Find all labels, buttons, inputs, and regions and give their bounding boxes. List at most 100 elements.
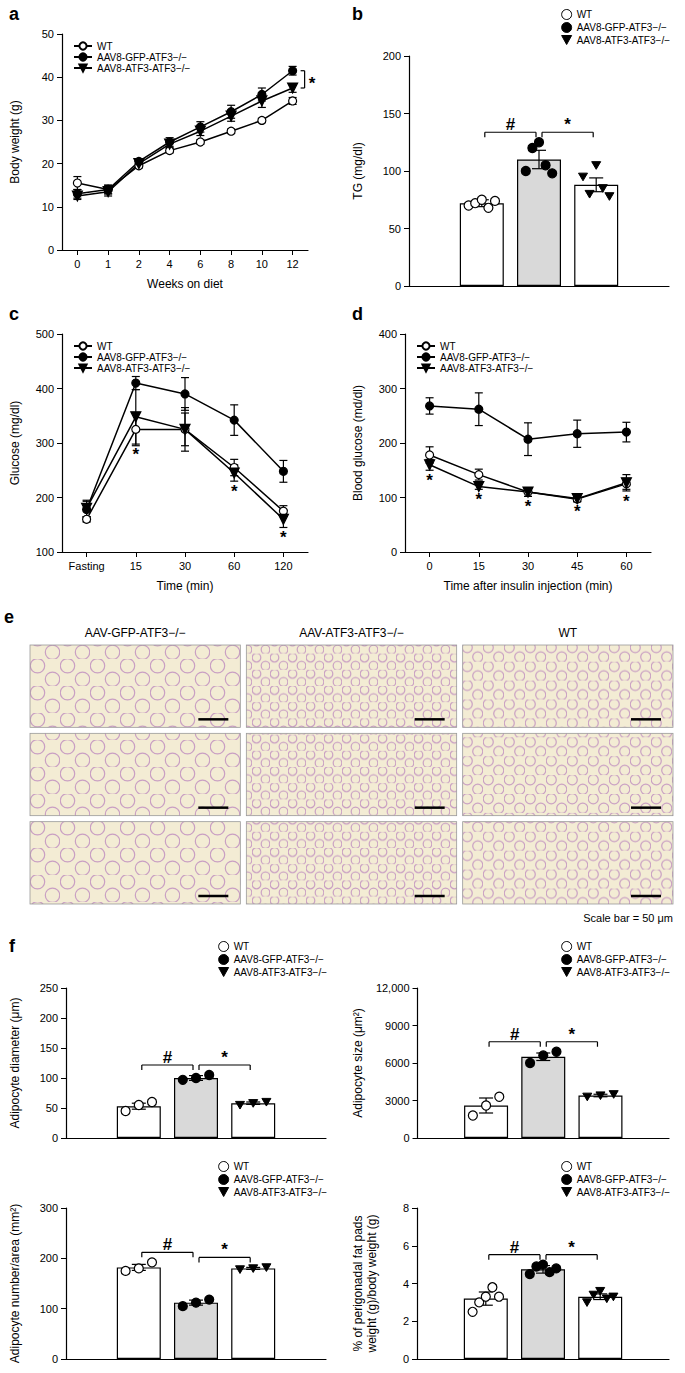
svg-text:250: 250 xyxy=(40,982,58,994)
svg-text:Adipocyte number/area (mm²): Adipocyte number/area (mm²) xyxy=(8,1204,22,1363)
svg-text:AAV8-GFP-ATF3−/−: AAV8-GFP-ATF3−/− xyxy=(577,22,667,33)
svg-text:0: 0 xyxy=(74,258,80,270)
svg-text:Blood glucose (md/dl): Blood glucose (md/dl) xyxy=(351,385,365,501)
svg-text:b: b xyxy=(352,4,363,24)
svg-text:*: * xyxy=(475,490,482,509)
svg-text:200: 200 xyxy=(40,1012,58,1024)
svg-text:9000: 9000 xyxy=(385,1020,409,1032)
svg-text:4: 4 xyxy=(167,258,173,270)
svg-text:c: c xyxy=(9,304,19,324)
svg-text:100: 100 xyxy=(40,1072,58,1084)
svg-text:*: * xyxy=(280,528,287,547)
svg-text:Scale bar = 50 μm: Scale bar = 50 μm xyxy=(583,912,673,924)
svg-text:200: 200 xyxy=(379,437,397,449)
svg-text:AAV8-GFP-ATF3−/−: AAV8-GFP-ATF3−/− xyxy=(97,52,187,63)
svg-text:WT: WT xyxy=(559,626,578,640)
svg-text:10: 10 xyxy=(42,201,54,213)
svg-text:50: 50 xyxy=(42,28,54,40)
svg-text:1: 1 xyxy=(105,258,111,270)
svg-text:#: # xyxy=(163,1048,173,1067)
svg-text:% of perigonadal fat pads: % of perigonadal fat pads xyxy=(351,1215,365,1351)
svg-text:40: 40 xyxy=(42,71,54,83)
svg-text:2: 2 xyxy=(136,258,142,270)
svg-text:AAV8-ATF3-ATF3−/−: AAV8-ATF3-ATF3−/− xyxy=(97,363,191,374)
svg-text:WT: WT xyxy=(577,1161,593,1172)
svg-text:AAV-GFP-ATF3−/−: AAV-GFP-ATF3−/− xyxy=(85,626,186,640)
svg-text:6: 6 xyxy=(403,1240,409,1252)
svg-text:Weeks on diet: Weeks on diet xyxy=(147,277,223,291)
svg-text:WT: WT xyxy=(440,341,456,352)
svg-text:#: # xyxy=(510,1025,520,1044)
svg-text:200: 200 xyxy=(383,50,401,62)
svg-text:d: d xyxy=(352,304,363,324)
svg-text:20: 20 xyxy=(42,158,54,170)
svg-text:0: 0 xyxy=(48,244,54,256)
svg-text:WT: WT xyxy=(577,9,593,20)
svg-text:Time (min): Time (min) xyxy=(157,579,214,593)
svg-text:45: 45 xyxy=(571,560,583,572)
svg-text:AAV8-GFP-ATF3−/−: AAV8-GFP-ATF3−/− xyxy=(440,352,530,363)
svg-text:500: 500 xyxy=(36,328,54,340)
svg-text:AAV8-GFP-ATF3−/−: AAV8-GFP-ATF3−/− xyxy=(577,1174,667,1185)
svg-text:0: 0 xyxy=(52,1132,58,1144)
svg-text:AAV8-ATF3-ATF3−/−: AAV8-ATF3-ATF3−/− xyxy=(577,1187,671,1198)
svg-text:*: * xyxy=(231,482,238,501)
svg-text:400: 400 xyxy=(379,328,397,340)
svg-text:15: 15 xyxy=(130,560,142,572)
svg-text:*: * xyxy=(574,502,581,521)
svg-text:*: * xyxy=(525,497,532,516)
svg-text:200: 200 xyxy=(40,1252,58,1264)
svg-text:*: * xyxy=(309,74,316,93)
svg-text:12: 12 xyxy=(287,258,299,270)
svg-text:WT: WT xyxy=(234,1161,250,1172)
svg-text:0: 0 xyxy=(391,546,397,558)
svg-text:WT: WT xyxy=(577,941,593,952)
svg-text:150: 150 xyxy=(40,1042,58,1054)
svg-text:0: 0 xyxy=(52,1353,58,1365)
svg-text:AAV8-ATF3-ATF3−/−: AAV8-ATF3-ATF3−/− xyxy=(234,967,328,978)
svg-text:WT: WT xyxy=(97,41,113,52)
svg-text:30: 30 xyxy=(522,560,534,572)
svg-text:Adipocyte size (μm²): Adipocyte size (μm²) xyxy=(351,1008,365,1118)
svg-text:200: 200 xyxy=(36,492,54,504)
svg-text:AAV8-GFP-ATF3−/−: AAV8-GFP-ATF3−/− xyxy=(97,352,187,363)
svg-text:60: 60 xyxy=(620,560,632,572)
svg-text:AAV8-ATF3-ATF3−/−: AAV8-ATF3-ATF3−/− xyxy=(97,63,191,74)
svg-text:*: * xyxy=(623,492,630,511)
svg-text:400: 400 xyxy=(36,383,54,395)
svg-text:AAV8-GFP-ATF3−/−: AAV8-GFP-ATF3−/− xyxy=(234,1174,324,1185)
svg-text:Time after insulin injection (: Time after insulin injection (min) xyxy=(444,579,613,593)
svg-text:8: 8 xyxy=(403,1202,409,1214)
svg-text:*: * xyxy=(132,445,139,464)
svg-text:8: 8 xyxy=(228,258,234,270)
svg-text:6000: 6000 xyxy=(385,1057,409,1069)
svg-text:Adipocyte diameter (μm): Adipocyte diameter (μm) xyxy=(8,998,22,1129)
svg-text:0: 0 xyxy=(395,280,401,292)
svg-text:AAV-ATF3-ATF3−/−: AAV-ATF3-ATF3−/− xyxy=(299,626,404,640)
svg-text:AAV8-ATF3-ATF3−/−: AAV8-ATF3-ATF3−/− xyxy=(440,363,534,374)
svg-text:a: a xyxy=(9,4,20,24)
svg-text:100: 100 xyxy=(379,492,397,504)
svg-text:AAV8-GFP-ATF3−/−: AAV8-GFP-ATF3−/− xyxy=(234,954,324,965)
svg-text:50: 50 xyxy=(389,223,401,235)
svg-text:#: # xyxy=(510,1238,520,1257)
svg-text:30: 30 xyxy=(42,114,54,126)
svg-text:100: 100 xyxy=(40,1303,58,1315)
svg-text:#: # xyxy=(506,115,516,134)
svg-text:e: e xyxy=(4,607,14,627)
svg-text:weight (g)/body weight (g): weight (g)/body weight (g) xyxy=(365,1214,379,1353)
svg-text:*: * xyxy=(221,1048,228,1067)
svg-text:30: 30 xyxy=(179,560,191,572)
svg-text:AAV8-GFP-ATF3−/−: AAV8-GFP-ATF3−/− xyxy=(577,954,667,965)
svg-text:6: 6 xyxy=(197,258,203,270)
svg-text:#: # xyxy=(163,1235,173,1254)
svg-text:15: 15 xyxy=(473,560,485,572)
svg-text:Body weight (g): Body weight (g) xyxy=(8,100,22,183)
svg-text:10: 10 xyxy=(256,258,268,270)
svg-text:*: * xyxy=(426,471,433,490)
svg-text:0: 0 xyxy=(403,1353,409,1365)
svg-text:WT: WT xyxy=(97,341,113,352)
svg-text:3000: 3000 xyxy=(385,1095,409,1107)
svg-text:AAV8-ATF3-ATF3−/−: AAV8-ATF3-ATF3−/− xyxy=(577,35,671,46)
svg-text:AAV8-ATF3-ATF3−/−: AAV8-ATF3-ATF3−/− xyxy=(234,1187,328,1198)
